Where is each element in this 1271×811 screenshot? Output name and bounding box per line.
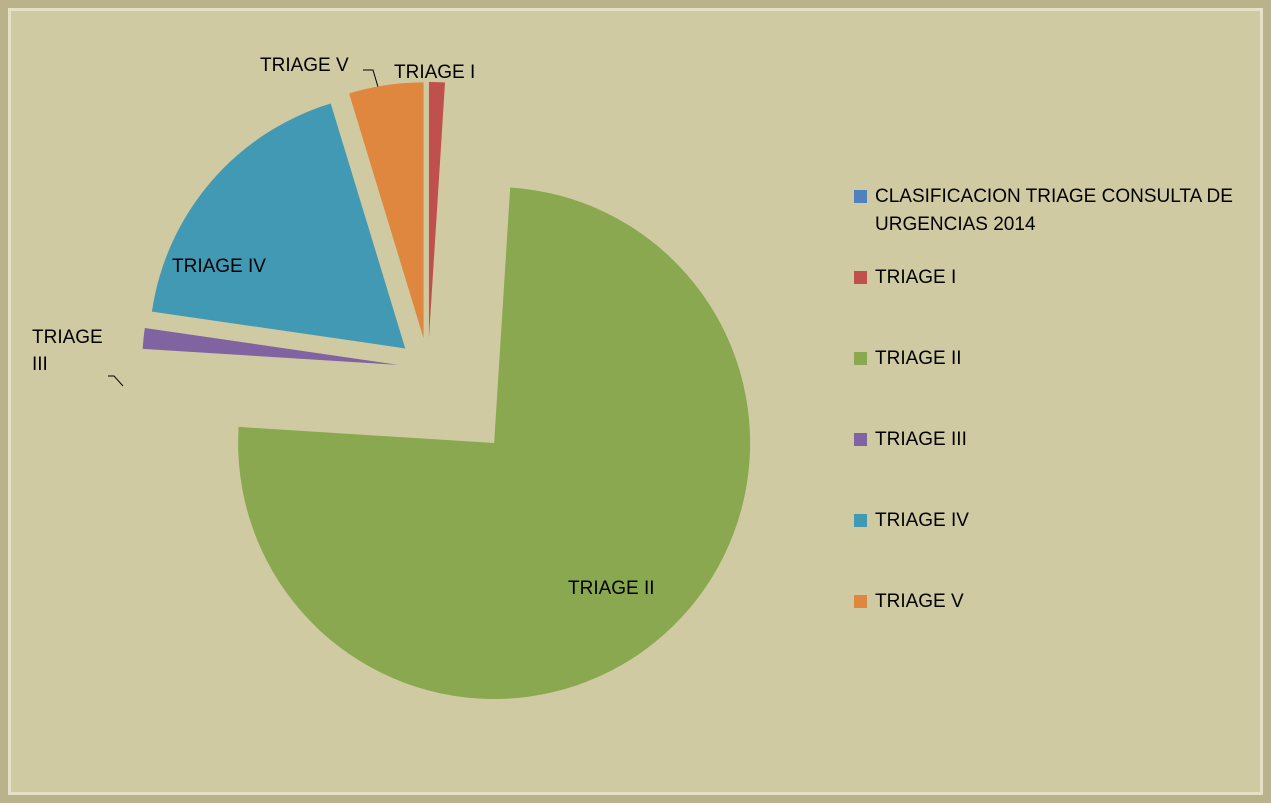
legend-swatch bbox=[854, 514, 867, 527]
slice-label: TRIAGE II bbox=[568, 578, 655, 599]
legend-item: TRIAGE III bbox=[854, 426, 1254, 507]
slice-label: TRIAGE III bbox=[32, 327, 103, 375]
legend-label: TRIAGE IV bbox=[875, 510, 969, 531]
legend-swatch bbox=[854, 271, 867, 284]
legend-item: TRIAGE V bbox=[854, 588, 1254, 669]
pie-slice bbox=[349, 82, 424, 339]
legend: CLASIFICACION TRIAGE CONSULTA DE URGENCI… bbox=[854, 183, 1254, 669]
pie-slice bbox=[151, 103, 406, 349]
pie-slice bbox=[142, 328, 399, 365]
slice-label: TRIAGE IV bbox=[172, 256, 266, 277]
legend-item: TRIAGE II bbox=[854, 345, 1254, 426]
legend-label: TRIAGE V bbox=[875, 591, 964, 612]
legend-swatch bbox=[854, 595, 867, 608]
pie-slice bbox=[238, 187, 751, 700]
legend-item: CLASIFICACION TRIAGE CONSULTA DE URGENCI… bbox=[854, 183, 1254, 264]
legend-item: TRIAGE IV bbox=[854, 507, 1254, 588]
legend-swatch bbox=[854, 352, 867, 365]
leader-line bbox=[108, 375, 124, 387]
legend-swatch bbox=[854, 433, 867, 446]
legend-item: TRIAGE I bbox=[854, 264, 1254, 345]
legend-label: TRIAGE I bbox=[875, 267, 957, 288]
legend-label: TRIAGE III bbox=[875, 429, 967, 450]
plot bbox=[108, 69, 751, 700]
slice-label: TRIAGE V bbox=[260, 55, 349, 76]
legend-label: CLASIFICACION TRIAGE CONSULTA DE URGENCI… bbox=[875, 186, 1233, 235]
slice-label: TRIAGE I bbox=[394, 62, 476, 83]
legend-swatch bbox=[854, 190, 867, 203]
pie-slice bbox=[428, 82, 446, 339]
legend-label: TRIAGE II bbox=[875, 348, 962, 369]
